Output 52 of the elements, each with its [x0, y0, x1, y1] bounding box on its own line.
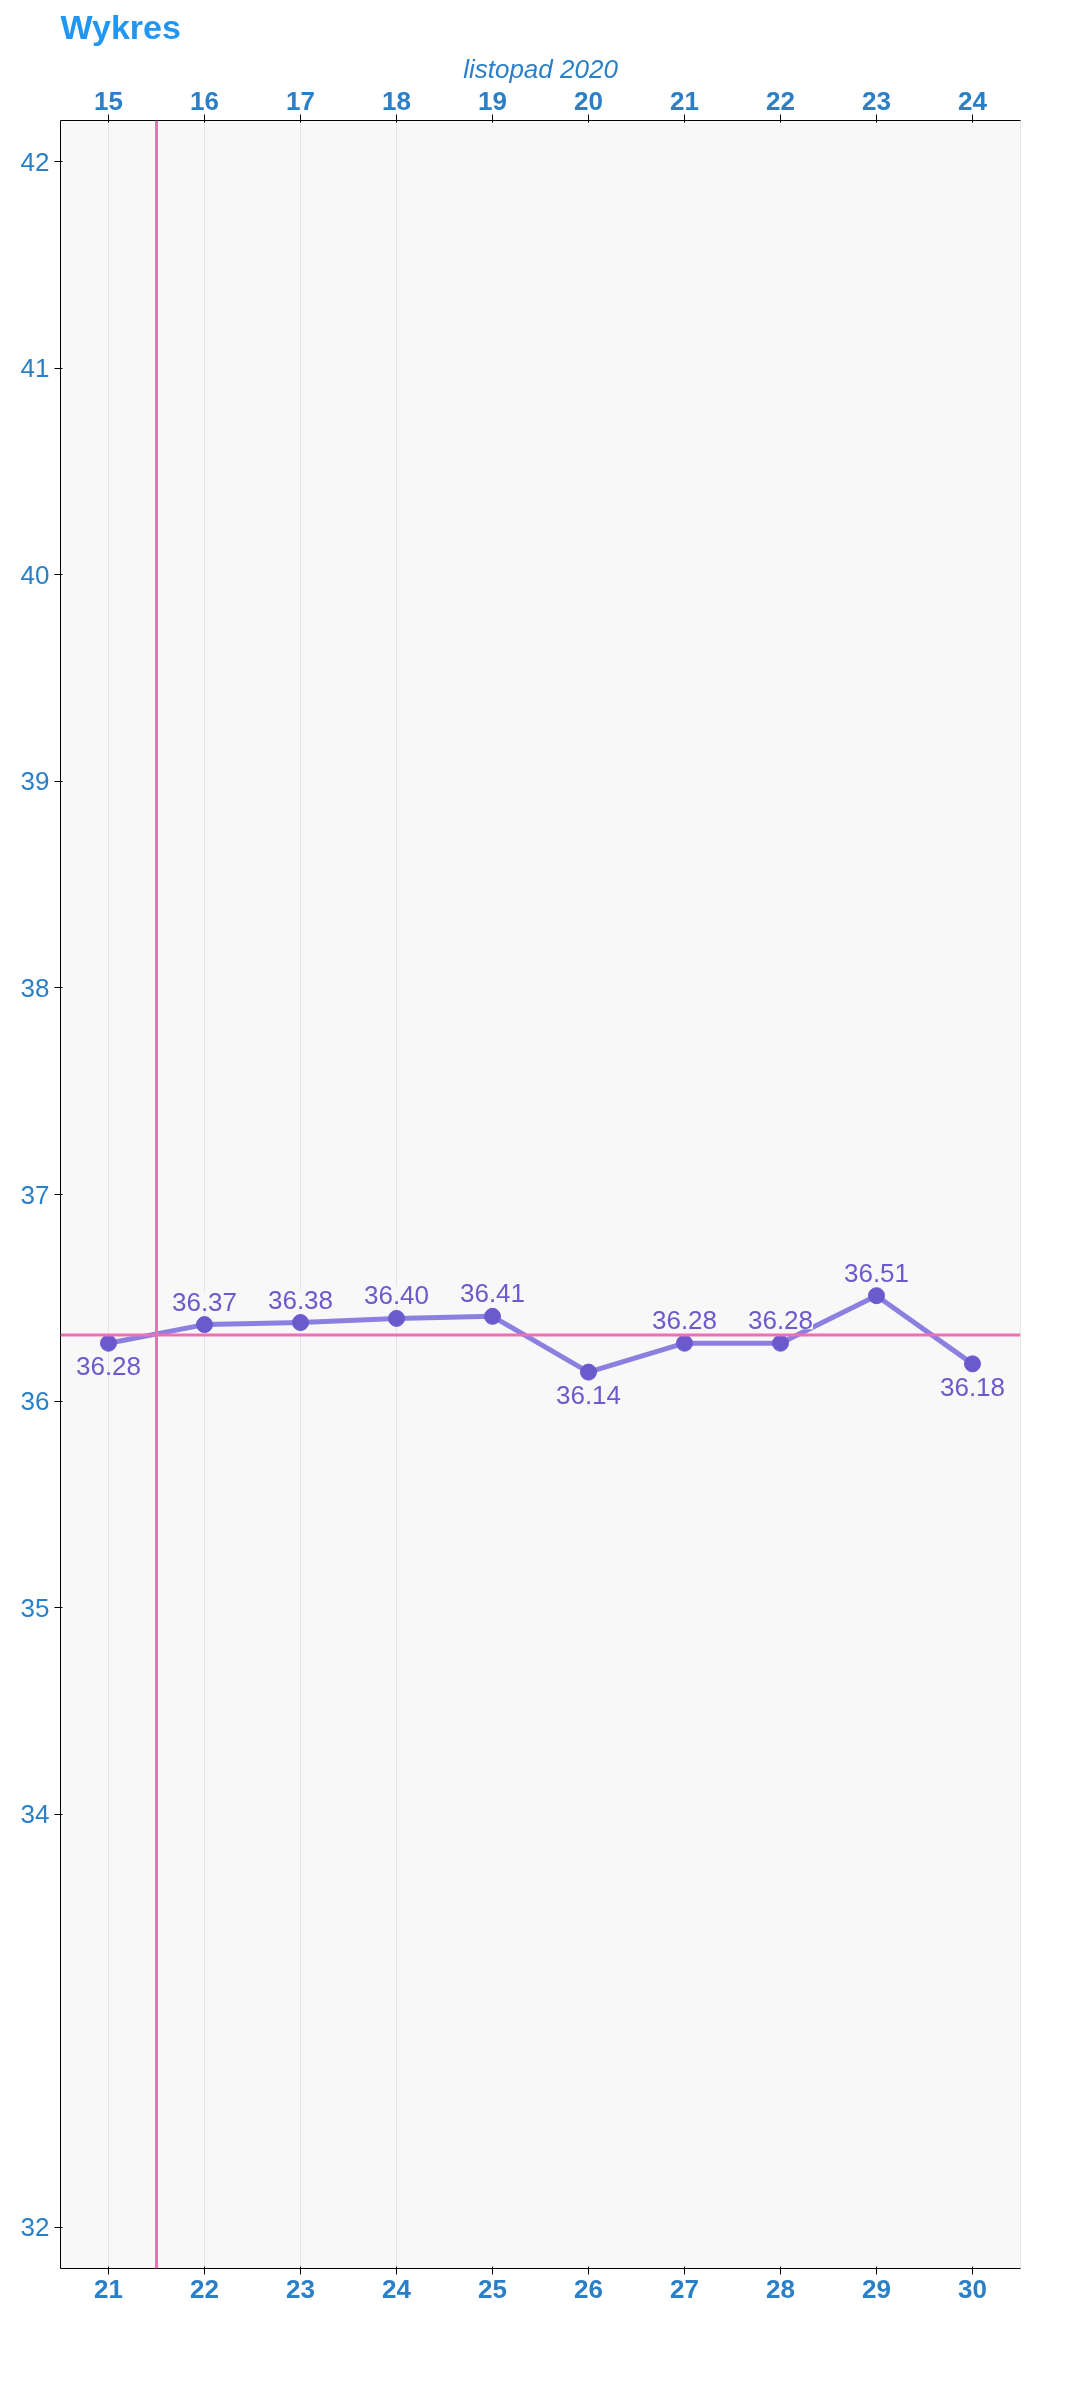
x2-tick-label: 20 — [574, 85, 603, 116]
point — [772, 1334, 789, 1352]
y-tick-label: 36 — [20, 1386, 50, 1417]
point — [580, 1363, 597, 1381]
chart-title: Wykres — [60, 7, 181, 46]
point — [484, 1307, 501, 1325]
x2-tick-label: 24 — [958, 85, 988, 116]
x-tick-label: 28 — [766, 2273, 795, 2304]
x-tick-label: 30 — [958, 2273, 987, 2304]
x2-tick-label: 16 — [190, 85, 219, 116]
x-tick-label: 27 — [670, 2273, 699, 2304]
data-label: 36.28 — [651, 1305, 718, 1336]
data-label: 36.51 — [843, 1257, 910, 1288]
x-tick-label: 21 — [94, 2273, 123, 2304]
point — [964, 1355, 981, 1373]
x-tick-label: 29 — [862, 2273, 891, 2304]
y-tick-label: 40 — [20, 559, 50, 590]
point — [868, 1287, 885, 1305]
x2-tick-label: 21 — [670, 85, 699, 116]
x2-tick-label: 19 — [478, 85, 507, 116]
data-label: 36.37 — [171, 1286, 238, 1317]
data-label: 36.14 — [555, 1380, 622, 1411]
x-tick-label: 22 — [190, 2273, 219, 2304]
point — [292, 1314, 309, 1332]
y-tick-label: 39 — [20, 766, 50, 797]
x2-axis-title: listopad 2020 — [463, 53, 619, 84]
y-tick-label: 32 — [20, 2212, 50, 2243]
y-tick-label: 37 — [20, 1179, 50, 1210]
data-label: 36.40 — [363, 1280, 430, 1311]
y-tick-label: 34 — [20, 1799, 50, 1830]
x-tick-label: 25 — [478, 2273, 507, 2304]
y-tick-label: 42 — [20, 146, 50, 177]
x-tick-label: 23 — [286, 2273, 315, 2304]
point — [196, 1316, 213, 1334]
x2-tick-label: 18 — [382, 85, 411, 116]
x-tick-label: 24 — [382, 2273, 412, 2304]
data-label: 36.28 — [747, 1305, 814, 1336]
x2-tick-label: 23 — [862, 85, 891, 116]
x2-tick-label: 15 — [94, 85, 123, 116]
data-label: 36.38 — [267, 1284, 334, 1315]
y-tick-label: 41 — [20, 353, 50, 384]
point — [100, 1334, 117, 1352]
x2-tick-label: 22 — [766, 85, 795, 116]
point — [388, 1309, 405, 1327]
data-label: 36.18 — [939, 1371, 1006, 1402]
data-label: 36.41 — [459, 1278, 526, 1309]
x-tick-label: 26 — [574, 2273, 603, 2304]
y-tick-label: 38 — [20, 972, 50, 1003]
y-tick-label: 35 — [20, 1592, 50, 1623]
point — [676, 1334, 693, 1352]
x2-tick-label: 17 — [286, 85, 315, 116]
data-label: 36.28 — [75, 1351, 142, 1382]
